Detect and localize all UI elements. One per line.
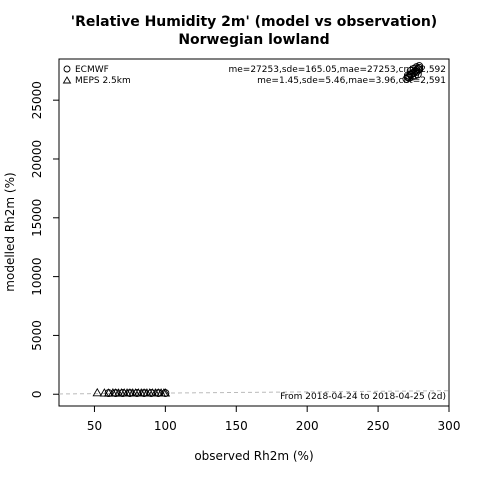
legend-meps-label: MEPS 2.5km (75, 76, 131, 86)
x-axis: 50 100 150 200 250 300 (87, 405, 461, 433)
x-tick-label: 250 (367, 419, 390, 433)
legend-ecmwf-label: ECMWF (75, 65, 109, 75)
y-tick-label: 10000 (30, 258, 44, 296)
x-tick-label: 50 (87, 419, 102, 433)
meps-stats: me=1.45,sde=5.46,mae=3.96,cnt=2,591 (257, 76, 446, 86)
point-triangle (160, 388, 171, 397)
legend: ECMWF MEPS 2.5km (62, 65, 131, 86)
point-circle (161, 389, 170, 398)
plot-frame (58, 58, 450, 407)
point-circle (415, 65, 424, 74)
y-tick-label: 20000 (30, 140, 44, 178)
y-tick-label: 5000 (30, 320, 44, 351)
x-tick-label: 200 (296, 419, 319, 433)
chart-subtitle: Norwegian lowland (178, 32, 329, 48)
date-range-annotation: From 2018-04-24 to 2018-04-25 (2d) (280, 392, 446, 402)
legend-meps-marker (62, 76, 72, 84)
y-axis-label: modelled Rh2m (%) (3, 172, 17, 291)
chart-title: 'Relative Humidity 2m' (model vs observa… (71, 14, 437, 30)
point-triangle (92, 387, 103, 397)
x-tick-label: 100 (154, 419, 177, 433)
y-axis: 0 5000 10000 15000 20000 25000 (30, 81, 60, 398)
x-axis-label: observed Rh2m (%) (194, 449, 313, 463)
x-tick-label: 150 (225, 419, 248, 433)
y-tick-label: 15000 (30, 199, 44, 237)
ecmwf-stats: me=27253,sde=165.05,mae=27253,cnt=2,592 (228, 65, 446, 75)
data-points (92, 62, 424, 398)
y-tick-label: 25000 (30, 81, 44, 119)
y-tick-label: 0 (30, 390, 44, 398)
legend-ecmwf-marker (63, 65, 71, 73)
x-tick-label: 300 (438, 419, 461, 433)
point-circle (415, 62, 424, 71)
